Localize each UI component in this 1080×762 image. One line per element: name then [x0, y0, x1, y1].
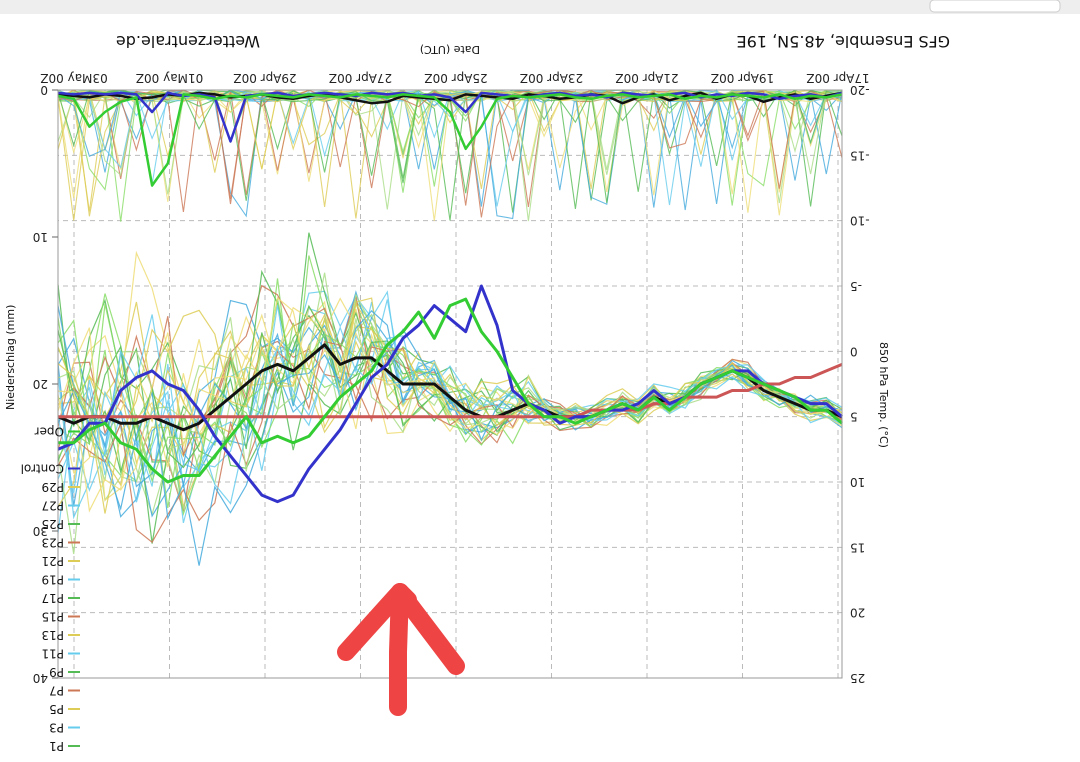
legend-entry: P9: [49, 665, 64, 679]
x-tick-label: 29Apr 00Z: [233, 71, 296, 85]
search-box[interactable]: [929, 0, 1061, 13]
axes: 17Apr 00Z 19Apr 00Z 21Apr 00Z 23Apr 00Z 25Ap…: [33, 71, 870, 685]
browser-strip: [0, 0, 1080, 14]
temp-tick-label: 10: [850, 475, 865, 489]
y-axis-right-label: Niederschlag (mm): [4, 305, 17, 410]
member-temp-line: [57, 298, 843, 483]
x-tick-label: 27Apr 00Z: [329, 71, 392, 85]
legend-entry: P29: [41, 480, 64, 494]
x-tick-label: 03May 00Z: [40, 71, 107, 85]
legend-entry: P5: [49, 702, 64, 716]
legend-entry: P21: [41, 554, 64, 568]
temp-tick-label: -20: [850, 83, 870, 97]
precip-tick-label: 30: [33, 524, 48, 538]
x-tick-label: 17Apr 00Z: [806, 71, 869, 85]
legend-entry: P19: [41, 573, 64, 587]
precip-series-oper: [57, 93, 843, 187]
x-tick-label: 21Apr 00Z: [615, 71, 678, 85]
temp-tick-label: 25: [850, 671, 865, 685]
legend-entry: Control: [21, 462, 64, 476]
legend-entry: P1: [49, 739, 64, 753]
precip-tick-label: 0: [40, 83, 48, 97]
x-tick-label: 19Apr 00Z: [711, 71, 774, 85]
temp-tick-label: -15: [850, 148, 870, 162]
precip-tick-label: 40: [33, 671, 48, 685]
legend-entry: P13: [41, 628, 64, 642]
x-axis-label: Date (UTC): [420, 43, 480, 56]
legend-entry: P7: [49, 684, 64, 698]
member-temp-line: [57, 301, 843, 520]
temp-tick-label: 15: [850, 540, 865, 554]
legend-entry: P11: [41, 647, 64, 661]
member-precip-line: [57, 88, 843, 207]
main-series: [57, 91, 843, 504]
precip-tick-label: 20: [33, 377, 48, 391]
legend-entry: P27: [41, 499, 64, 513]
precip-tick-label: 10: [33, 230, 48, 244]
y-axis-left-label: 850 hPa Temp. (°C): [877, 342, 890, 448]
temp-series-1981-2010-mean: [58, 363, 843, 419]
member-temp-line: [57, 297, 843, 474]
x-tick-label: 25Apr 00Z: [424, 71, 487, 85]
x-tick-label: 01May 00Z: [136, 71, 203, 85]
legend-entry: P3: [49, 721, 64, 735]
chart-title: GFS Ensemble, 48.5N, 19E: [737, 32, 950, 51]
legend-entry: P15: [41, 610, 64, 624]
temp-series-oper: [58, 297, 843, 484]
member-temp-line: [57, 272, 843, 481]
temp-tick-label: 5: [850, 410, 858, 424]
x-tick-label: 23Apr 00Z: [520, 71, 583, 85]
legend-entry: P25: [41, 517, 64, 531]
legend-entry: P23: [41, 536, 64, 550]
temp-tick-label: -10: [850, 214, 870, 228]
temp-tick-label: 0: [850, 344, 858, 358]
legend: P1P2P3P4P5P6P7P8P9P10P11P12P13P14P15P16P…: [21, 425, 80, 753]
temp-tick-label: -5: [850, 279, 862, 293]
legend-entry: P17: [41, 591, 64, 605]
temp-tick-label: 20: [850, 606, 865, 620]
red-arrow-annotation: [337, 583, 465, 716]
legend-entry: Oper: [35, 425, 64, 439]
source-label: Wetterzentrale.de: [116, 32, 260, 51]
